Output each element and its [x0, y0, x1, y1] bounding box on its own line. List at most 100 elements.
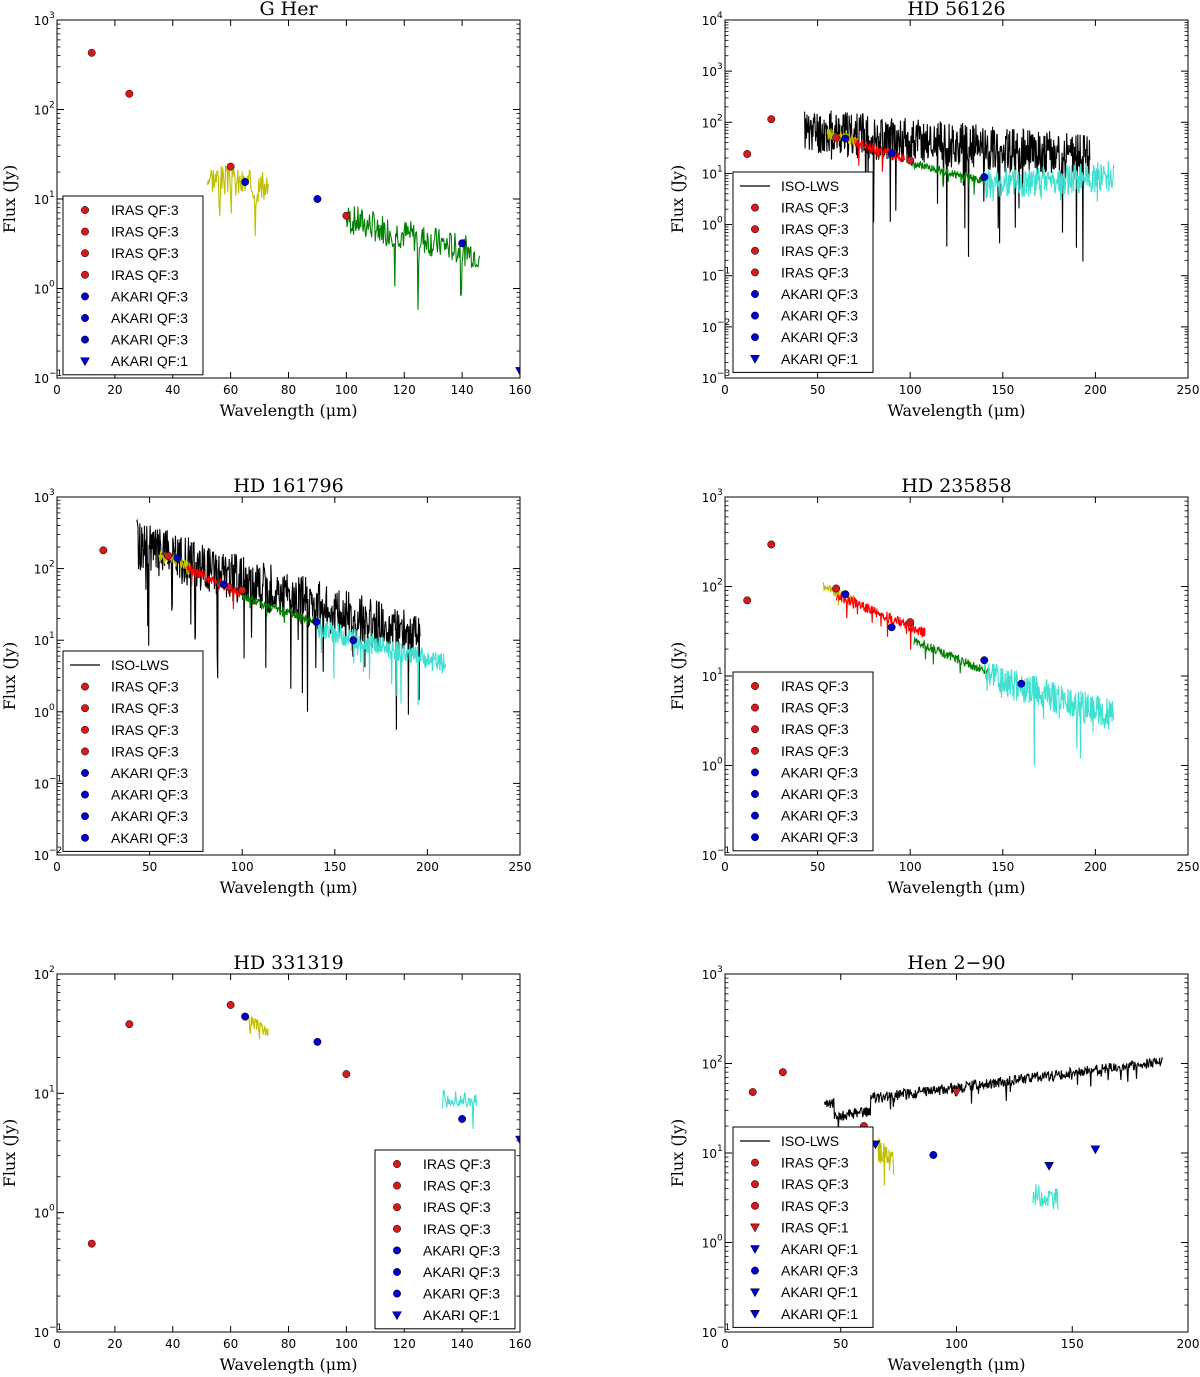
legend-triangle-marker	[750, 1288, 760, 1298]
legend-circle-marker	[751, 290, 759, 298]
data-point	[342, 211, 351, 220]
legend-circle-marker	[393, 1268, 401, 1276]
y-tick-exponent: −1	[49, 774, 62, 784]
data-point-triangle	[1090, 1145, 1101, 1155]
legend-circle-marker	[751, 203, 759, 212]
x-tick-label: 250	[1177, 860, 1200, 874]
data-point	[743, 150, 752, 158]
y-tick-label: 10	[34, 1207, 49, 1221]
legend-circle-marker	[751, 746, 759, 755]
legend-label: IRAS QF:3	[781, 700, 849, 716]
x-tick-label: 0	[721, 383, 729, 397]
data-point	[1017, 679, 1026, 688]
legend-circle-marker	[81, 812, 89, 821]
data-point	[767, 540, 776, 549]
legend-label: AKARI QF:3	[111, 830, 188, 846]
y-tick-label: 10	[702, 670, 717, 684]
x-tick-label: 0	[721, 860, 729, 874]
y-tick-exponent: 1	[49, 1084, 55, 1094]
legend-label: ISO-LWS	[111, 657, 169, 673]
data-point	[226, 162, 235, 171]
legend: IRAS QF:3 IRAS QF:3 IRAS QF:3 IRAS QF:3 AKAR…	[62, 195, 204, 376]
plot-frame	[724, 973, 1189, 1333]
y-axis-label: Flux (Jy)	[0, 642, 19, 711]
plot-frame	[56, 973, 521, 1333]
spectrum-line-2	[158, 551, 191, 575]
legend-label: IRAS QF:3	[111, 700, 179, 716]
y-tick-label: 10	[702, 219, 717, 233]
x-tick-label: 80	[281, 383, 296, 397]
data-point	[458, 1115, 467, 1123]
legend-label: IRAS QF:3	[111, 202, 179, 218]
legend-circle-marker	[81, 206, 89, 214]
legend-circle-marker	[751, 682, 759, 690]
legend-label: AKARI QF:3	[111, 787, 188, 803]
spectrum-line-1	[136, 518, 421, 730]
legend-circle-marker	[393, 1160, 401, 1168]
y-tick-label: 10	[702, 270, 717, 284]
legend-circle-marker	[751, 768, 759, 777]
data-point	[226, 1001, 235, 1009]
spectrum-line-2	[345, 206, 481, 310]
legend-label: AKARI QF:1	[423, 1307, 500, 1323]
legend-label: AKARI QF:1	[781, 1306, 858, 1322]
legend-circle-marker	[81, 769, 89, 777]
y-tick-exponent: 3	[49, 488, 55, 498]
legend-label: AKARI QF:1	[781, 1284, 858, 1300]
legend-label: IRAS QF:3	[111, 267, 179, 283]
x-tick-label: 50	[833, 1337, 848, 1351]
data-point-triangle	[1044, 1162, 1055, 1171]
data-point	[349, 636, 358, 645]
data-point	[241, 178, 250, 186]
x-tick-label: 250	[509, 860, 532, 874]
y-tick-label: 10	[702, 968, 717, 982]
spectrum-line-3	[1032, 1184, 1059, 1210]
y-tick-label: 10	[702, 1058, 717, 1072]
legend-circle-marker	[81, 790, 89, 799]
legend: ISO-LWS IRAS QF:3 IRAS QF:3 IRAS QF:3 IRAS Q…	[62, 650, 204, 852]
y-tick-label: 10	[702, 167, 717, 181]
data-point	[929, 1151, 938, 1159]
legend-label: IRAS QF:3	[781, 721, 849, 737]
spectrum-line-1	[804, 110, 1091, 262]
legend-circle-marker	[751, 1180, 759, 1189]
y-tick-label: 10	[34, 283, 49, 297]
legend-label: AKARI QF:1	[111, 353, 188, 369]
legend: IRAS QF:3 IRAS QF:3 IRAS QF:3 IRAS QF:3 AKAR…	[732, 671, 874, 852]
y-tick-exponent: 2	[49, 965, 55, 975]
data-point	[313, 195, 322, 203]
y-axis-label: Flux (Jy)	[668, 642, 687, 711]
legend-label: IRAS QF:3	[781, 200, 849, 216]
x-tick-label: 140	[451, 1337, 474, 1351]
y-tick-exponent: 0	[717, 1234, 723, 1244]
legend-label: IRAS QF:3	[111, 245, 179, 261]
y-tick-exponent: 1	[49, 631, 55, 641]
legend-label: AKARI QF:3	[781, 308, 858, 324]
data-point	[832, 133, 841, 142]
x-tick-label: 0	[53, 383, 61, 397]
y-tick-label: 10	[34, 968, 49, 982]
y-tick-exponent: −2	[717, 318, 730, 328]
legend-circle-marker	[751, 725, 759, 734]
legend-label: IRAS QF:1	[781, 1219, 849, 1235]
chart-title: HD 56126	[907, 0, 1005, 20]
x-tick-label: 150	[1061, 1337, 1084, 1351]
legend: IRAS QF:3 IRAS QF:3 IRAS QF:3 IRAS QF:3 AKAR…	[374, 1149, 516, 1330]
x-tick-label: 80	[281, 1337, 296, 1351]
legend-triangle-marker	[750, 1223, 760, 1233]
x-axis-label: Wavelength (μm)	[887, 878, 1025, 897]
x-tick-label: 100	[335, 1337, 358, 1351]
legend: ISO-LWS IRAS QF:3 IRAS QF:3 IRAS QF:3 IRAS Q…	[732, 1126, 874, 1328]
data-point	[767, 115, 776, 124]
legend-label: AKARI QF:1	[781, 351, 858, 367]
y-tick-exponent: 0	[49, 703, 55, 713]
y-tick-exponent: 2	[49, 560, 55, 570]
y-tick-label: 10	[702, 1326, 717, 1340]
legend-box	[732, 671, 874, 852]
legend-label: IRAS QF:3	[781, 1176, 849, 1192]
data-point	[241, 1012, 250, 1021]
data-point	[832, 584, 841, 593]
legend-label: AKARI QF:3	[111, 332, 188, 348]
data-point	[980, 173, 989, 181]
